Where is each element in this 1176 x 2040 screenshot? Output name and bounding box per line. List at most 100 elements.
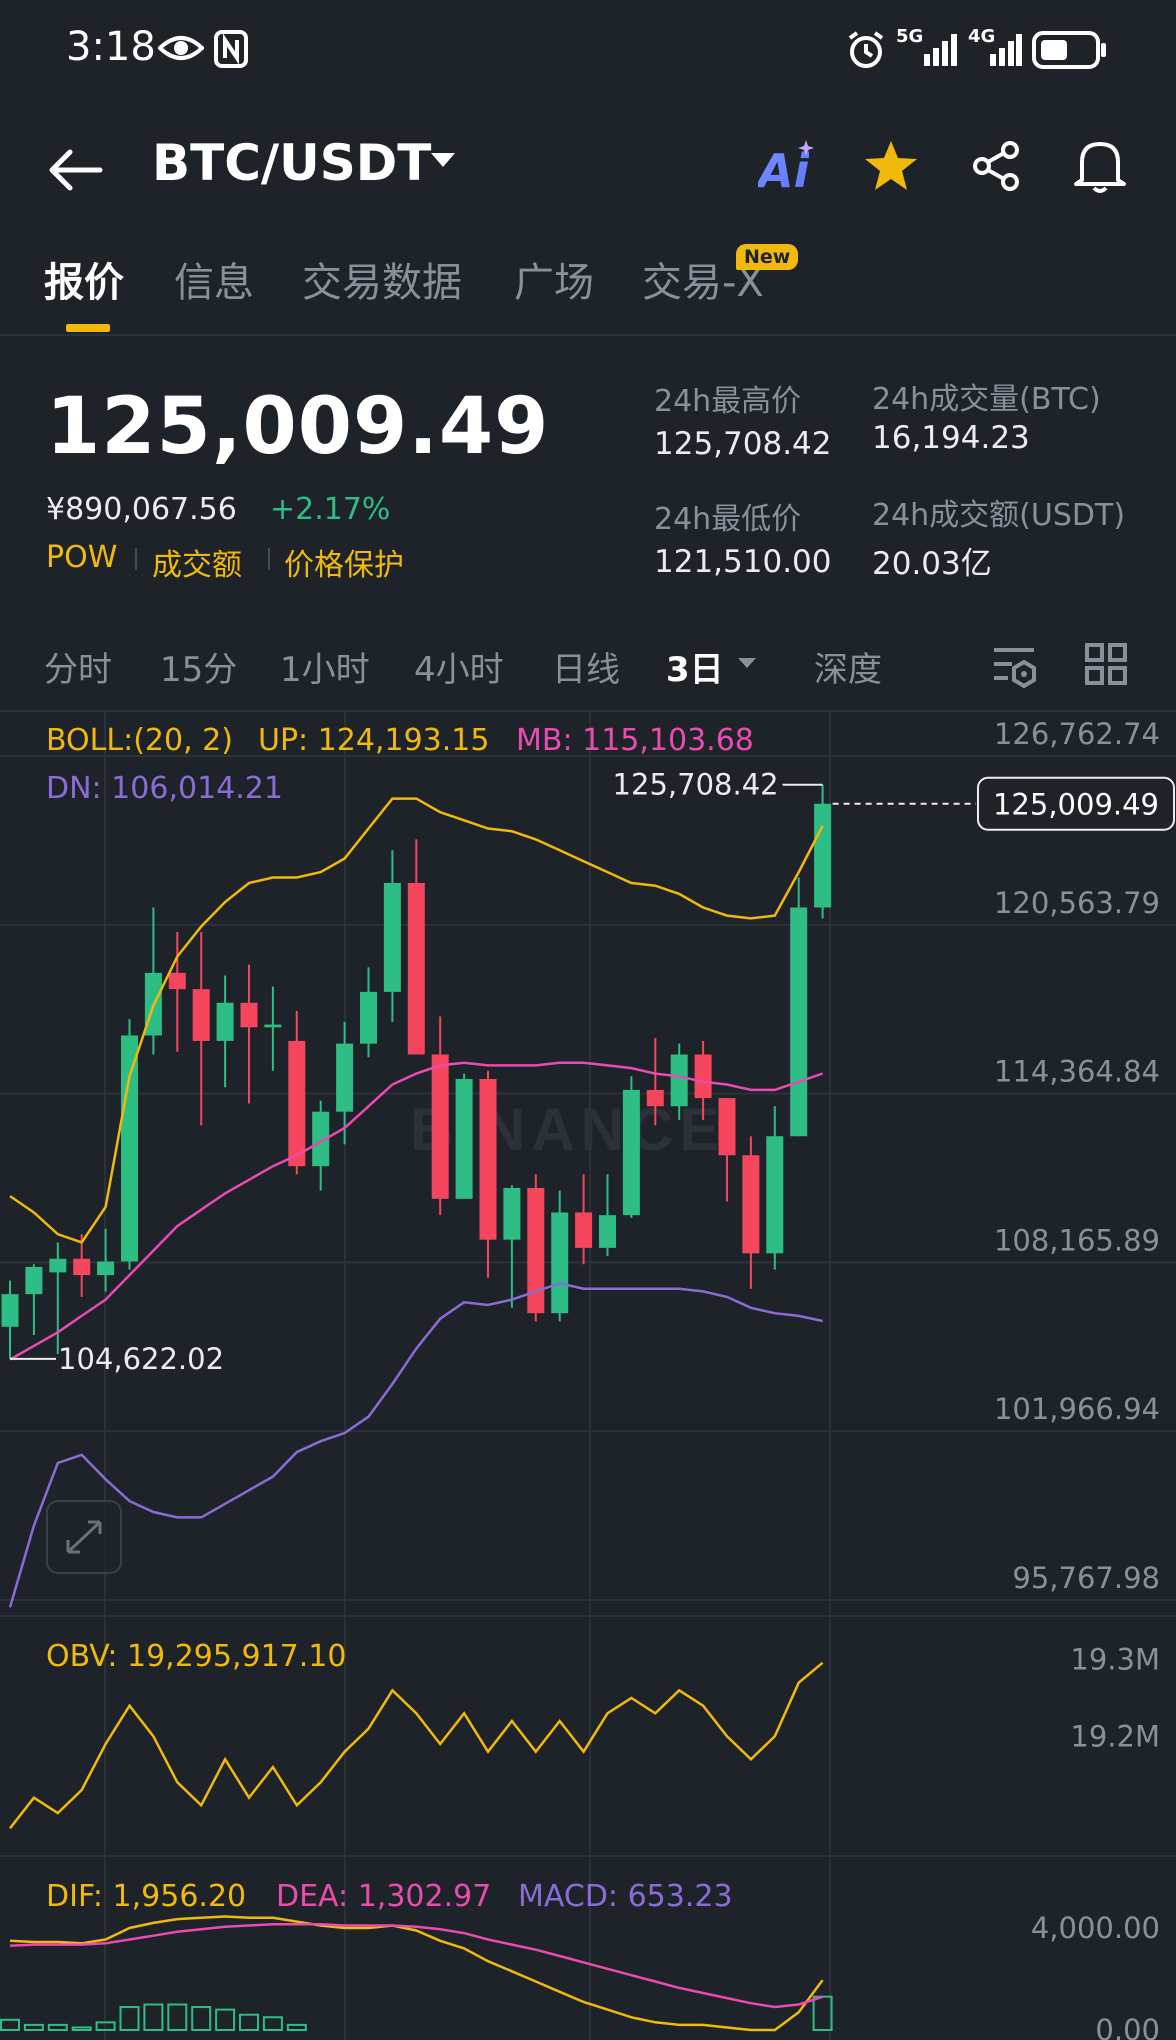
candle-body: [766, 1136, 784, 1254]
low-marker-label: 104,622.02: [58, 1342, 224, 1376]
timeframe-1d[interactable]: 日线: [552, 650, 620, 690]
macd-histogram-bar: [47, 2023, 68, 2032]
caret-down-icon[interactable]: [736, 656, 758, 670]
pair-title[interactable]: BTC/USDT: [152, 134, 432, 192]
share-icon[interactable]: [968, 138, 1024, 194]
tag-price-protection[interactable]: 价格保护: [284, 548, 404, 583]
divider: [268, 548, 270, 570]
y-axis-tick-label: 126,762.74: [994, 717, 1160, 751]
divider: [0, 710, 1176, 712]
macd-dif-line: [9, 1915, 824, 2032]
expand-icon: [66, 1520, 102, 1554]
y-axis-tick-label: 108,165.89: [994, 1223, 1160, 1257]
timeframe-depth[interactable]: 深度: [814, 650, 882, 690]
ai-sparkle-icon: [798, 140, 814, 156]
eye-icon: [158, 36, 204, 60]
tab-square[interactable]: 广场: [514, 260, 594, 306]
candle-body: [49, 1258, 67, 1273]
macd-histogram-bar: [262, 2016, 283, 2031]
expand-chart-button[interactable]: [46, 1500, 122, 1574]
candle-body: [73, 1258, 91, 1276]
ai-button[interactable]: Ai: [758, 144, 810, 198]
indicator-lines: [8, 797, 824, 2032]
candle-body: [479, 1079, 497, 1240]
caret-down-icon[interactable]: [428, 150, 458, 170]
candle-body: [312, 1111, 330, 1167]
tag-pow[interactable]: POW: [46, 540, 118, 575]
boll-dn-value: DN: 106,014.21: [46, 771, 283, 806]
bell-icon[interactable]: [1072, 136, 1128, 196]
tab-quote[interactable]: 报价: [44, 260, 124, 306]
boll-middle-line: [9, 1061, 824, 1361]
new-badge: New: [736, 244, 799, 270]
boll-upper-line: [9, 797, 824, 1244]
tag-turnover[interactable]: 成交额: [152, 548, 242, 583]
battery-icon: [1032, 31, 1106, 69]
back-arrow-icon[interactable]: [44, 140, 114, 200]
macd-histogram-bar: [119, 2006, 140, 2032]
candle-body: [336, 1043, 354, 1112]
macd-dea-line: [9, 1922, 823, 2009]
macd-dif-value: DIF: 1,956.20: [46, 1879, 246, 1914]
y-axis-tick-label: 101,966.94: [994, 1392, 1160, 1426]
candle-body: [192, 989, 210, 1041]
divider: [0, 334, 1176, 336]
macd-histogram-bar: [239, 2013, 259, 2031]
candle-body: [25, 1266, 43, 1295]
candle-body: [431, 1054, 449, 1199]
macd-histogram-bar: [191, 2006, 212, 2032]
candle-body: [1, 1294, 19, 1327]
obv-value: OBV: 19,295,917.10: [46, 1639, 346, 1674]
candle-body: [670, 1054, 688, 1107]
candle-body: [694, 1054, 712, 1099]
boll-up-value: UP: 124,193.15: [258, 723, 489, 758]
timeframe-15m[interactable]: 15分: [160, 650, 238, 690]
obv-tick-label: 19.2M: [1070, 1719, 1160, 1753]
candle-body: [97, 1261, 115, 1276]
timeframe-time-sharing[interactable]: 分时: [44, 650, 112, 690]
candle-body: [216, 1002, 234, 1041]
obv-line: [9, 1661, 824, 1830]
nfc-icon: [214, 30, 248, 68]
macd-value: MACD: 653.23: [518, 1879, 733, 1914]
indicator-settings-icon[interactable]: [990, 642, 1038, 688]
stat-high-value: 125,708.42: [654, 426, 832, 462]
macd-histogram-bar: [23, 2023, 44, 2032]
tab-info[interactable]: 信息: [174, 260, 254, 306]
candle-body: [407, 882, 425, 1055]
timeframe-3d[interactable]: 3日: [666, 650, 724, 690]
timeframe-4h[interactable]: 4小时: [414, 650, 504, 690]
macd-histogram-bar: [812, 1995, 833, 2032]
candle-body: [790, 907, 808, 1137]
status-time: 3:18: [66, 24, 156, 70]
timeframe-1h[interactable]: 1小时: [280, 650, 370, 690]
macd-histogram-bar: [143, 2003, 164, 2031]
candlestick-chart[interactable]: BINANCE 126,762.74120,563.79114,364.8410…: [0, 712, 1176, 2040]
signal-5g-icon: [924, 34, 957, 66]
candle-body: [527, 1187, 545, 1314]
macd-tick-label: 0.00: [1095, 2013, 1160, 2040]
chart-grid: [0, 712, 1176, 2040]
grid-layout-icon[interactable]: [1084, 642, 1128, 686]
network-4g-label: 4G: [968, 26, 996, 47]
tab-trading-data[interactable]: 交易数据: [302, 260, 462, 306]
macd-histogram-bar: [71, 2026, 92, 2031]
candle-body: [742, 1155, 760, 1254]
candles: [0, 784, 833, 2032]
candle-body: [360, 991, 377, 1044]
macd-tick-label: 4,000.00: [1031, 1911, 1160, 1945]
candle-body: [121, 1035, 138, 1262]
last-price: 125,009.49: [46, 382, 550, 472]
candle-body: [264, 1024, 282, 1028]
candle-body: [646, 1089, 664, 1107]
candle-body: [383, 882, 401, 992]
divider: [135, 548, 137, 570]
candle-body: [718, 1098, 736, 1156]
y-axis-tick-label: 114,364.84: [994, 1055, 1160, 1089]
candle-body: [551, 1212, 569, 1314]
star-icon[interactable]: [862, 138, 920, 194]
boll-mb-value: MB: 115,103.68: [516, 723, 754, 758]
stat-low-label: 24h最低价: [654, 502, 802, 537]
candle-body: [814, 803, 832, 908]
current-price-box: [977, 776, 1175, 831]
